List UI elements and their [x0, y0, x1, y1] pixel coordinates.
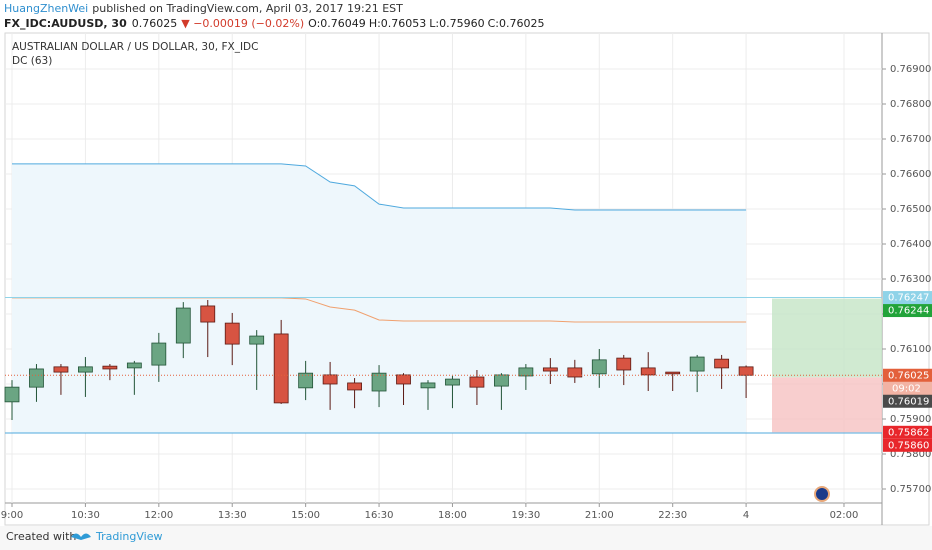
candle-body: [445, 378, 460, 386]
plot: 0.757000.758000.759000.760000.761000.762…: [1, 33, 932, 521]
indicator-label: DC (63): [12, 55, 52, 67]
symbol: FX_IDC:AUDUSD, 30: [4, 17, 127, 30]
price-label: 0.76019: [888, 396, 929, 407]
position-profit: [772, 298, 882, 378]
quote: C:0.76025: [488, 17, 545, 30]
price-label-box: [883, 438, 932, 452]
x-tick-label: 02:00: [830, 510, 859, 521]
x-tick-label: 15:00: [291, 510, 320, 521]
candle-body: [469, 376, 485, 388]
y-tick-label: 0.76400: [890, 239, 931, 250]
price-label-box: [883, 394, 932, 408]
candle-body: [78, 366, 93, 373]
chart-title: AUSTRALIAN DOLLAR / US DOLLAR, 30, FX_ID…: [12, 41, 258, 53]
candle-body: [126, 362, 142, 369]
price-label-box: [883, 291, 932, 305]
footer-brand[interactable]: TradingView: [95, 530, 162, 543]
x-tick-label: 10:30: [71, 510, 100, 521]
y-tick-label: 0.75900: [890, 414, 931, 425]
y-tick-label: 0.76900: [890, 64, 931, 75]
price-label-box: [883, 425, 932, 439]
y-tick-label: 0.76800: [890, 99, 931, 110]
candle-body: [591, 359, 607, 375]
last: 0.76025: [132, 17, 178, 30]
price-label: 0.75862: [888, 427, 929, 438]
candle-body: [420, 382, 436, 389]
x-tick-label: 13:30: [218, 510, 247, 521]
candle-body: [249, 335, 265, 345]
candle-body: [640, 367, 656, 376]
candle-body: [151, 342, 167, 366]
candle-body: [396, 374, 411, 385]
x-tick-label: 12:00: [144, 510, 173, 521]
candle-body: [665, 371, 681, 375]
position-loss: [772, 377, 882, 433]
candle-body: [102, 365, 118, 370]
y-tick-label: 0.76500: [890, 204, 931, 215]
candle-body: [616, 357, 632, 371]
y-tick-label: 0.76100: [890, 344, 931, 355]
x-tick-label: 18:00: [438, 510, 467, 521]
y-tick-label: 0.76600: [890, 169, 931, 180]
x-tick-label: 9:00: [1, 510, 23, 521]
flag-icon[interactable]: [814, 486, 830, 502]
candle-body: [493, 374, 509, 387]
candle-body: [53, 366, 69, 373]
price-label: 0.75860: [888, 440, 929, 451]
x-tick-label: 4: [743, 510, 749, 521]
candle-body: [738, 366, 754, 376]
candle-body: [347, 382, 362, 391]
change: ▼ −0.00019 (−0.02%): [181, 17, 304, 30]
price-label: 0.76247: [888, 293, 929, 304]
candle-body: [29, 368, 44, 388]
candle-body: [4, 386, 20, 403]
candle-body: [567, 367, 583, 378]
candle-body: [322, 374, 338, 385]
price-label: 0.76025: [888, 370, 929, 381]
candle-body: [200, 305, 216, 323]
header: HuangZhenWei published on TradingView.com…: [4, 2, 403, 15]
candle-body: [714, 358, 730, 369]
x-tick-label: 22:30: [658, 510, 687, 521]
candle-body: [518, 367, 534, 377]
channel-fill: [12, 163, 747, 433]
candle-body: [298, 372, 314, 389]
author[interactable]: HuangZhenWei: [4, 2, 88, 15]
y-tick-label: 0.76700: [890, 134, 931, 145]
channel-upper: [12, 163, 747, 211]
y-tick-label: 0.76300: [890, 274, 931, 285]
candle-body: [371, 372, 387, 392]
candle-body: [175, 307, 191, 344]
quote: L:0.75960: [429, 17, 484, 30]
published: published on TradingView.com, April 03, …: [92, 2, 403, 15]
y-tick-label: 0.75800: [890, 449, 931, 460]
candle-body: [542, 367, 558, 372]
price-label: 0.76244: [888, 306, 929, 317]
candle-body: [224, 322, 240, 345]
x-tick-label: 16:30: [365, 510, 394, 521]
x-tick-label: 19:30: [511, 510, 540, 521]
footer-created: Created with: [6, 530, 76, 543]
footer-bar: [0, 526, 932, 550]
price-label-box: [883, 304, 932, 318]
quote: O:0.76049: [308, 17, 366, 30]
y-tick-label: 0.75700: [890, 484, 931, 495]
candle-body: [273, 333, 289, 404]
countdown-box: [883, 381, 932, 395]
quote: H:0.76053: [369, 17, 426, 30]
countdown: 09:02: [892, 383, 921, 394]
logo: [71, 533, 91, 540]
symbol-line: FX_IDC:AUDUSD, 30 0.76025 ▼ −0.00019 (−0.0…: [4, 17, 544, 30]
candle-body: [689, 356, 705, 372]
x-tick-label: 21:00: [585, 510, 614, 521]
